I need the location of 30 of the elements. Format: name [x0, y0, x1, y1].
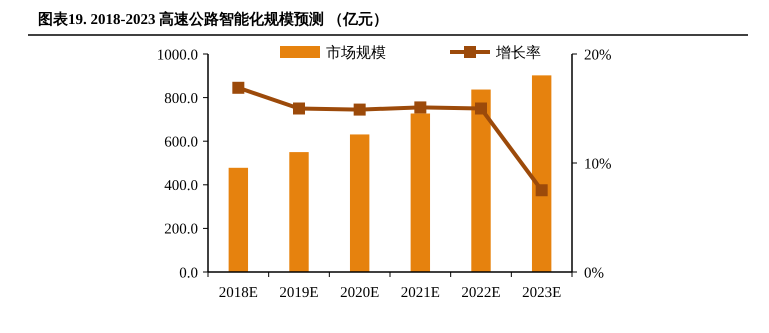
- y-tick-label: 800.0: [164, 90, 198, 107]
- bar: [532, 75, 552, 272]
- x-tick-label: 2021E: [400, 285, 440, 301]
- x-tick-label: 2023E: [522, 285, 562, 301]
- bar: [471, 90, 491, 272]
- y-tick-label: 1000.0: [156, 47, 198, 64]
- y-tick-label: 400.0: [164, 178, 198, 194]
- y2-tick-label: 20%: [584, 47, 612, 64]
- legend-label: 市场规模: [326, 44, 386, 62]
- y2-tick-label: 0%: [584, 265, 604, 282]
- x-tick-label: 2019E: [279, 285, 319, 301]
- chart-title: 图表19. 2018-2023 高速公路智能化规模预测 （亿元）: [38, 10, 388, 28]
- x-tick-label: 2022E: [461, 285, 501, 301]
- point: [536, 184, 548, 196]
- point: [232, 82, 244, 94]
- point: [293, 102, 305, 114]
- bar: [350, 134, 370, 272]
- bar: [228, 168, 248, 272]
- bar: [289, 152, 309, 272]
- y-tick-label: 600.0: [164, 134, 198, 150]
- x-tick-label: 2020E: [340, 285, 380, 301]
- point: [354, 104, 366, 116]
- point: [475, 102, 487, 114]
- point: [414, 101, 426, 114]
- legend-label: 增长率: [495, 44, 541, 62]
- y-tick-label: 0.0: [179, 265, 198, 282]
- y-tick-label: 200.0: [164, 222, 198, 238]
- x-tick-label: 2018E: [218, 285, 258, 301]
- bar: [410, 114, 430, 272]
- y2-tick-label: 10%: [584, 156, 612, 172]
